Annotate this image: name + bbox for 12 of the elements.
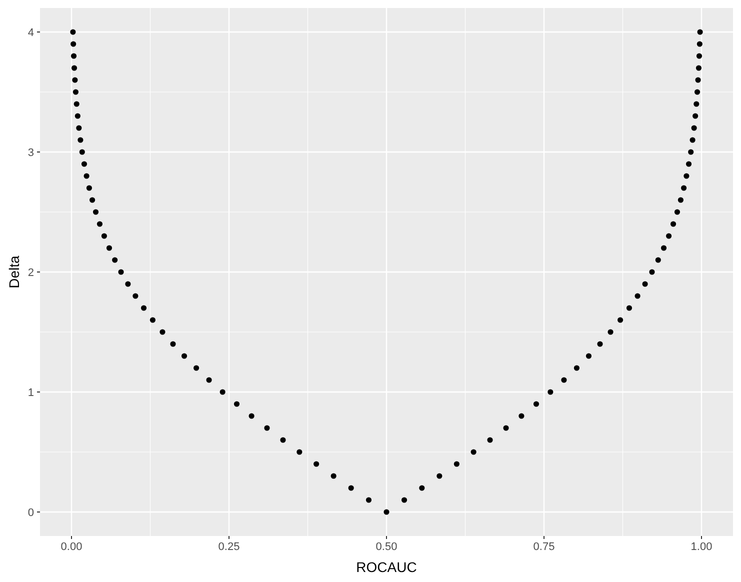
x-axis-title: ROCAUC	[356, 559, 417, 575]
y-tick-label: 4	[28, 27, 34, 39]
y-tick-label: 0	[28, 507, 34, 519]
y-tick-label: 1	[28, 387, 34, 399]
y-tick-label: 2	[28, 267, 34, 279]
x-tick-label: 1.00	[690, 541, 712, 553]
x-tick-label: 0.25	[218, 541, 240, 553]
x-tick-label: 0.75	[533, 541, 555, 553]
x-tick-label: 0.50	[376, 541, 398, 553]
y-axis-title: Delta	[6, 255, 22, 288]
x-tick-label: 0.00	[60, 541, 82, 553]
y-tick-label: 3	[28, 147, 34, 159]
